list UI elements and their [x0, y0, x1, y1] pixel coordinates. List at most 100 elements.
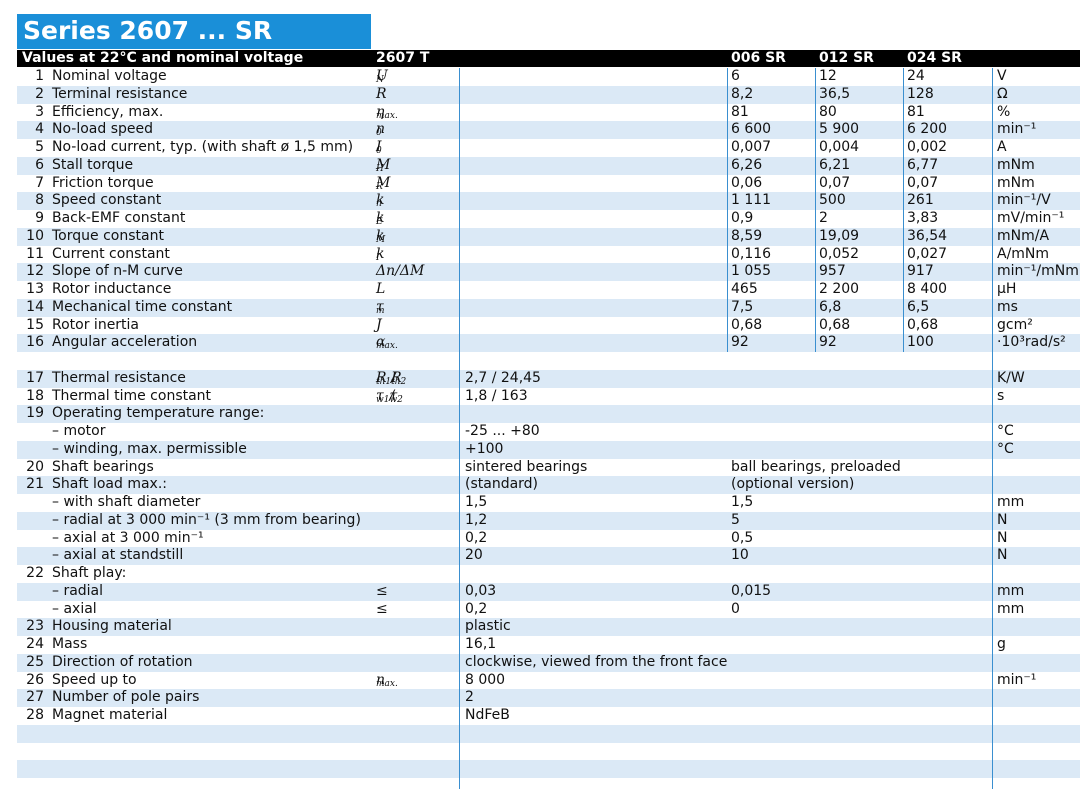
value: 6 200 [907, 121, 948, 138]
row-stripe [17, 85, 1080, 104]
symbol-sub: max. [376, 110, 398, 121]
row-label: Mechanical time constant [52, 298, 233, 315]
symbol-sub: th1 [376, 376, 392, 387]
row-stripe [17, 263, 1080, 281]
symbol-text: M [376, 174, 391, 191]
row-number: 5 [35, 139, 44, 155]
unit: mV/min⁻¹ [997, 210, 1065, 226]
unit: min⁻¹ [997, 121, 1037, 138]
value: 12 [819, 68, 837, 84]
header-type: 2607 T [376, 50, 430, 66]
row-symbol: τ w1 / τ w2 [376, 388, 403, 408]
optional-value: 0 [731, 600, 740, 617]
row-number: 11 [26, 245, 44, 262]
row-label: Mass [52, 636, 88, 652]
row-label: – motor [52, 423, 106, 439]
value: 2 [819, 210, 828, 226]
unit: gcm² [997, 316, 1033, 333]
value: 128 [907, 85, 934, 102]
value: 2 200 [819, 281, 860, 297]
symbol-sub: 0 [376, 146, 382, 156]
row-stripe [17, 405, 1080, 423]
row-label: Speed up to [52, 671, 137, 688]
symbol-sub: M [376, 234, 386, 245]
symbol-text: M [376, 156, 391, 173]
row-label: Thermal time constant [52, 387, 212, 404]
value: 8 400 [907, 281, 948, 297]
symbol-sub: I [376, 252, 380, 263]
row-symbol: α max. [376, 334, 398, 354]
unit: mm [997, 582, 1025, 599]
row-label: – axial [52, 600, 97, 617]
unit: mm [997, 494, 1025, 510]
value: 3,83 [907, 210, 939, 226]
row-stripe [17, 121, 1080, 139]
optional-value: 1,5 [731, 494, 754, 510]
row-number: 2 [35, 85, 44, 102]
row-number: 25 [26, 653, 44, 670]
symbol-text: I [376, 139, 382, 155]
row-number: 7 [35, 174, 44, 191]
symbol-text: k [376, 210, 385, 226]
row-label: Terminal resistance [52, 85, 188, 102]
unit: mNm/A [997, 227, 1050, 244]
value: 0,07 [907, 174, 939, 191]
unit: g [997, 636, 1006, 652]
optional-value: 0,015 [731, 582, 772, 599]
row-label: Magnet material [52, 707, 168, 723]
common-value: 1,5 [465, 494, 488, 510]
row-number: 19 [26, 405, 44, 422]
unit: % [997, 103, 1011, 120]
row-number: 8 [35, 192, 44, 209]
symbol-text: k [376, 245, 385, 262]
symbol-text: n [376, 671, 386, 688]
common-value: clockwise, viewed from the front face [465, 653, 728, 670]
value: 0,68 [907, 316, 939, 333]
row-number: 9 [35, 210, 44, 226]
symbol-text: / [389, 387, 395, 404]
value: 0,9 [731, 210, 754, 226]
row-stripe [17, 156, 1080, 175]
value: 6,8 [819, 298, 842, 315]
symbol-sub: th2 [391, 376, 407, 387]
unit: °C [997, 423, 1014, 439]
row-number: 3 [35, 103, 44, 120]
common-value: 0,2 [465, 529, 488, 546]
value: 0,06 [731, 174, 763, 191]
common-value: +100 [465, 440, 504, 457]
value: 6,77 [907, 156, 939, 173]
value: 36,5 [819, 85, 851, 102]
title-box: Series 2607 ... SR [17, 14, 371, 49]
row-number: 16 [26, 334, 44, 351]
row-number: 10 [26, 227, 44, 244]
common-value: 1,8 / 163 [465, 387, 528, 404]
value: 0,68 [819, 316, 851, 333]
row-number: 15 [26, 316, 44, 333]
common-value: 20 [465, 547, 483, 564]
row-stripe [17, 724, 1080, 743]
row-label: Speed constant [52, 192, 162, 209]
optional-value: 5 [731, 511, 740, 528]
common-value: NdFeB [465, 707, 510, 723]
title: Series 2607 ... SR [23, 16, 273, 45]
row-label: Shaft load max.: [52, 476, 168, 493]
value: 0,052 [819, 245, 860, 262]
value: 5 900 [819, 121, 860, 138]
row-label: Slope of n-M curve [52, 263, 183, 280]
row-number: 23 [26, 618, 44, 635]
symbol-sub: max. [376, 341, 398, 352]
value: 465 [731, 281, 758, 297]
symbol-sub: N [376, 75, 384, 85]
header-bar [17, 50, 1080, 67]
symbol-text: α [376, 334, 386, 351]
symbol-text: τ [376, 387, 384, 404]
value: 0,116 [731, 245, 772, 262]
value: 24 [907, 68, 925, 84]
unit: min⁻¹/V [997, 192, 1051, 209]
